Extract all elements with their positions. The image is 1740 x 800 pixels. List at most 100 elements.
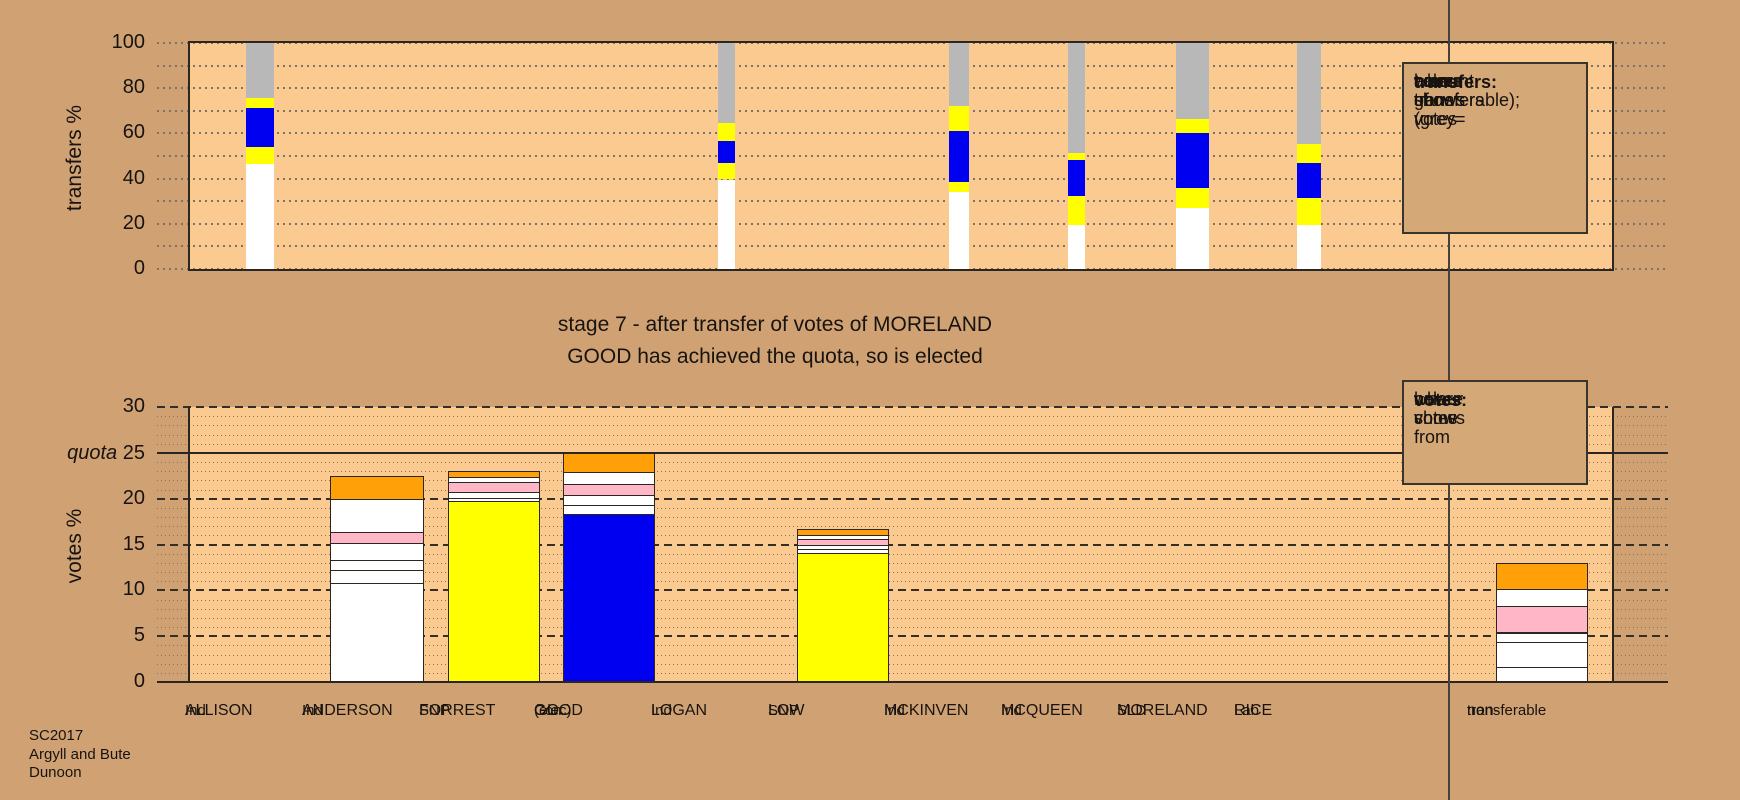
votes-gridline-dashed [157, 497, 1668, 500]
vote-bar-segment [330, 475, 424, 500]
vote-bar-segment [563, 452, 655, 474]
votes-gridline-minor [157, 508, 1668, 509]
transfer-bar-segment [1297, 43, 1321, 145]
legend-text-line: have come from [1414, 389, 1459, 447]
vote-bar-segment [448, 471, 540, 478]
transfer-bar-segment [1175, 188, 1209, 209]
candidate-label-line: Lab [1234, 702, 1260, 719]
vote-bar-segment [797, 528, 889, 537]
transfers-legend-heading: transfers: [1414, 72, 1498, 92]
candidate-label-line: SNP [768, 702, 799, 719]
votes-gridline-minor [157, 655, 1668, 656]
votes-gridline-minor [157, 645, 1668, 646]
transfer-bar-segment [717, 122, 735, 142]
legend-text-line: have gone (grey= [1414, 71, 1466, 129]
votes-gridline-minor [157, 444, 1668, 445]
legend-text-line: where votes [1414, 389, 1464, 428]
votes-gridline-dashed [157, 406, 1668, 408]
quota-line [157, 451, 1668, 454]
candidate-label-line: LOGAN [651, 702, 708, 719]
transfers-gridline [157, 42, 1668, 44]
transfer-bar-segment [1297, 144, 1321, 164]
votes-gridline-minor [157, 609, 1668, 610]
votes-gridline-dashed [157, 635, 1668, 638]
votes-y-tick-label: 15 [122, 532, 145, 555]
votes-gridline-minor [157, 563, 1668, 564]
votes-y-tick-label: 20 [122, 486, 145, 509]
candidate-label-line: MORELAND [1117, 702, 1208, 719]
votes-y-tick-label: 5 [133, 624, 145, 647]
candidate-label-line: Ind [302, 702, 323, 719]
transfer-bar-segment [1175, 208, 1209, 269]
votes-legend: votes: colour shows where votes have come … [1402, 380, 1588, 485]
transfers-y-tick-label: 0 [133, 257, 145, 279]
legend-text-line: colour shows [1414, 389, 1466, 428]
votes-gridline-minor [157, 627, 1668, 628]
votes-gridline-minor [157, 480, 1668, 481]
transfer-bar-segment [949, 192, 969, 269]
transfers-gridline [157, 87, 1668, 90]
stage-title: stage 7 - after transfer of votes of MOR… [557, 313, 993, 336]
candidate-label-line: RICE [1234, 702, 1273, 719]
candidate-label-line: GOOD [534, 702, 583, 719]
transfers-y-tick-label: 80 [122, 76, 145, 99]
candidate-label-line: SLD [1117, 702, 1147, 719]
votes-gridline-dashed [157, 543, 1668, 546]
transfers-y-tick-label: 40 [122, 166, 145, 189]
transfers-gridline [157, 200, 1668, 203]
votes-gridline-dashed [157, 589, 1668, 592]
transfer-bar-segment [949, 130, 969, 182]
transfers-gridline [157, 109, 1668, 112]
votes-y-tick-label: 10 [122, 578, 145, 601]
votes-gridline-minor [157, 416, 1668, 417]
transfers-gridline [157, 132, 1668, 135]
votes-gridline-minor [157, 572, 1668, 573]
candidate-label-line: MCKINVEN [884, 702, 969, 719]
candidate-label-line: FORREST [419, 702, 496, 719]
legend-text-line: area shows [1414, 71, 1466, 110]
transfer-bar-segment [1067, 224, 1085, 269]
candidate-label-line: LOW [768, 702, 805, 719]
votes-gridline-minor [157, 664, 1668, 665]
transfers-gridline [157, 222, 1668, 225]
source-note: SC2017 Argyll and Bute Dunoon [29, 727, 131, 783]
transfer-bar-segment [246, 146, 274, 164]
votes-gridline-minor [157, 490, 1668, 491]
votes-gridline-minor [157, 517, 1668, 518]
candidate-label-line: non- [1467, 702, 1500, 719]
candidate-label-line: Ind [1001, 702, 1022, 719]
transfers-gridline [157, 155, 1668, 157]
candidate-label-line: Ind [651, 702, 672, 719]
transfer-bar-segment [717, 163, 735, 180]
votes-gridline-minor [157, 618, 1668, 619]
transfers-y-tick-label: 60 [122, 121, 145, 144]
votes-gridline-minor [157, 435, 1668, 436]
vote-bar-segment [1496, 641, 1588, 669]
votes-gridline-minor [157, 471, 1668, 472]
transfer-bar-segment [1175, 43, 1209, 120]
transfer-bar-segment [1297, 197, 1321, 225]
quota-label: quota 25 [20, 442, 145, 465]
votes-legend-heading: votes: [1414, 390, 1468, 410]
transfer-bar-segment [1067, 153, 1085, 161]
votes-gridline-minor [157, 526, 1668, 527]
transfer-bar-segment [949, 181, 969, 193]
legend-text-line: where transfers [1414, 71, 1485, 110]
transfer-bar-segment [1175, 119, 1209, 134]
stage-subtitle: GOOD has achieved the quota, so is elect… [567, 345, 983, 368]
votes-gridline-minor [157, 581, 1668, 582]
transfers-legend: transfers: colour shows where transfers ha… [1402, 62, 1588, 234]
candidate-label-line: Con [534, 702, 562, 719]
candidate-label-line: (elec) [534, 702, 572, 719]
candidate-label-line: ALLISON [185, 702, 253, 719]
transfer-bar-segment [1175, 133, 1209, 189]
transfer-bar-segment [246, 43, 274, 98]
candidate-label-line: Ind [185, 702, 206, 719]
transfer-bar-segment [717, 179, 735, 269]
transfers-gridline [157, 177, 1668, 180]
source-note-line: SC2017 [29, 727, 84, 744]
transfer-bar-segment [1297, 224, 1321, 269]
vote-bar-segment [1496, 605, 1588, 634]
votes-y-tick-label: 0 [133, 670, 145, 692]
